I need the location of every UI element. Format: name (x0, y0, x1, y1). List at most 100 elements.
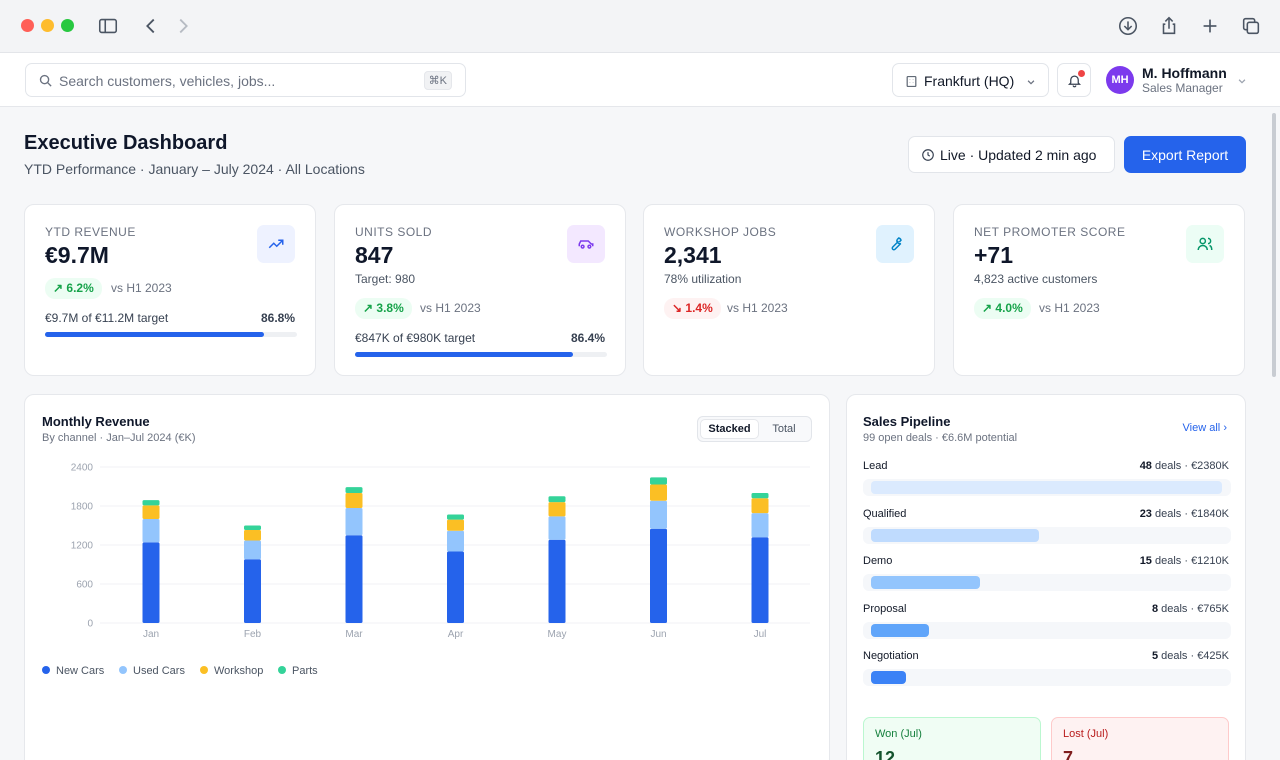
stage-deals: 15 (1139, 555, 1152, 567)
stage-name: Qualified (863, 508, 907, 520)
kpi-progress-bar (45, 332, 297, 337)
won-summary[interactable]: Won (Jul) 12 (863, 717, 1041, 760)
kpi-sub: Target: 980 (355, 272, 416, 286)
won-value: 12 (875, 748, 896, 760)
view-all-link[interactable]: View all › (1183, 422, 1227, 434)
stage-value: deals · €1840K (1151, 508, 1229, 520)
close-window-button[interactable] (21, 19, 34, 32)
bar-segment-used-cars (142, 519, 160, 543)
legend-swatch (119, 666, 127, 674)
bar-segment-workshop (447, 519, 464, 531)
legend-parts: Parts (278, 665, 318, 677)
stage-bar-fill (871, 576, 980, 589)
x-tick-label: Feb (244, 629, 262, 640)
legend-used-cars: Used Cars (119, 665, 185, 677)
user-menu-chevron-icon[interactable] (1237, 76, 1247, 86)
avatar[interactable]: MH (1106, 66, 1134, 94)
kpi-change-badge: ↗ 4.0% (974, 298, 1031, 319)
legend-label: Workshop (214, 665, 264, 677)
toggle-stacked[interactable]: Stacked (701, 420, 758, 438)
bar-segment-workshop (244, 530, 261, 541)
card-subtitle: 99 open deals · €6.6M potential (863, 432, 1018, 444)
bar-segment-new-cars (345, 535, 363, 623)
stage-meta: 5 deals · €425K (1152, 650, 1229, 662)
location-selector[interactable]: Frankfurt (HQ) (892, 63, 1049, 97)
chevron-right-icon: › (1223, 422, 1227, 434)
lost-summary[interactable]: Lost (Jul) 7 (1051, 717, 1229, 760)
kpi-change-badge: ↗ 6.2% (45, 278, 102, 299)
stage-deals: 5 (1151, 650, 1159, 662)
stage-name: Negotiation (863, 650, 919, 662)
new-tab-icon[interactable] (1199, 15, 1221, 37)
minimize-window-button[interactable] (41, 19, 54, 32)
sidebar-icon[interactable] (97, 15, 119, 37)
bar-segment-used-cars (548, 516, 566, 540)
stage-bar-fill (871, 529, 1039, 542)
bar-segment-used-cars (244, 540, 261, 560)
page-scrollbar[interactable] (1272, 113, 1276, 377)
bar-segment-used-cars (447, 530, 464, 552)
toggle-total[interactable]: Total (772, 423, 796, 435)
live-status: Live · Updated 2 min ago (908, 136, 1115, 173)
share-icon[interactable] (1158, 15, 1180, 37)
page-title: Executive Dashboard (24, 132, 228, 154)
revenue-chart: 0 600 1200 1800 2400 Jan Feb Mar Apr May Jun Jul (71, 463, 810, 640)
stage-value: deals · €1210K (1151, 555, 1229, 567)
x-tick-label: Jun (650, 629, 666, 640)
stage-bar-fill (871, 671, 906, 684)
stage-bar-qualified[interactable] (863, 527, 1231, 544)
won-label: Won (Jul) (875, 728, 922, 740)
back-icon[interactable] (140, 15, 162, 37)
stage-name: Lead (863, 460, 888, 472)
forward-icon[interactable] (172, 15, 194, 37)
stage-deals: 48 (1139, 460, 1152, 472)
kpi-change-badge: ↘ 1.4% (664, 298, 721, 319)
bar-segment-workshop (345, 493, 363, 508)
stage-meta: 8 deals · €765K (1152, 603, 1229, 615)
card-title: Sales Pipeline (863, 414, 951, 429)
bar-segment-new-cars (650, 528, 667, 623)
kpi-sub: 4,823 active customers (974, 272, 1098, 286)
bar-segment-workshop (650, 484, 667, 501)
kpi-card-nps[interactable]: NET PROMOTER SCORE +71 4,823 active cust… (953, 204, 1245, 376)
y-tick-label: 1800 (71, 502, 94, 513)
kpi-change-badge: ↗ 3.8% (355, 298, 412, 319)
search-input[interactable]: Search customers, vehicles, jobs... ⌘K (25, 63, 466, 97)
kpi-label: YTD REVENUE (45, 225, 136, 239)
kpi-value: 2,341 (664, 242, 722, 268)
stage-bar-negotiation[interactable] (863, 669, 1231, 686)
stage-meta: 48 deals · €2380K (1140, 460, 1229, 472)
kpi-card-revenue[interactable]: YTD REVENUE €9.7M ↗ 6.2% vs H1 2023 €9.7… (24, 204, 316, 376)
kpi-progress-fill (355, 352, 573, 357)
legend-label: Parts (292, 665, 318, 677)
browser-titlebar (0, 0, 1280, 53)
stage-value: deals · €425K (1158, 650, 1229, 662)
download-icon[interactable] (1117, 15, 1139, 37)
kpi-label: WORKSHOP JOBS (664, 225, 777, 239)
x-tick-label: May (548, 629, 567, 640)
kpi-sub: 78% utilization (664, 272, 742, 286)
bar-segment-new-cars (244, 559, 261, 623)
kpi-progress-label: €847K of €980K target (355, 331, 476, 345)
stage-bar-lead[interactable] (863, 479, 1231, 496)
kpi-label: NET PROMOTER SCORE (974, 225, 1126, 239)
bar-segment-new-cars (447, 551, 464, 623)
stage-bar-demo[interactable] (863, 574, 1231, 591)
notifications-button[interactable] (1057, 63, 1091, 97)
user-name[interactable]: M. Hoffmann (1142, 65, 1227, 81)
tabs-icon[interactable] (1240, 15, 1262, 37)
kpi-card-workshop[interactable]: WORKSHOP JOBS 2,341 78% utilization ↘ 1.… (643, 204, 935, 376)
legend-label: Used Cars (133, 665, 185, 677)
kpi-progress-label: €9.7M of €11.2M target (45, 311, 169, 325)
kpi-card-units[interactable]: UNITS SOLD 847 Target: 980 ↗ 3.8% vs H1 … (334, 204, 626, 376)
card-subtitle: By channel · Jan–Jul 2024 (€K) (42, 432, 196, 444)
kpi-value: 847 (355, 242, 394, 268)
export-report-button[interactable]: Export Report (1124, 136, 1246, 173)
maximize-window-button[interactable] (61, 19, 74, 32)
y-tick-label: 0 (87, 619, 93, 630)
search-icon (39, 74, 52, 87)
legend-new-cars: New Cars (42, 665, 104, 677)
stage-bar-proposal[interactable] (863, 622, 1231, 639)
chart-mode-toggle[interactable]: Stacked Total (697, 416, 812, 442)
legend-label: New Cars (56, 665, 105, 677)
